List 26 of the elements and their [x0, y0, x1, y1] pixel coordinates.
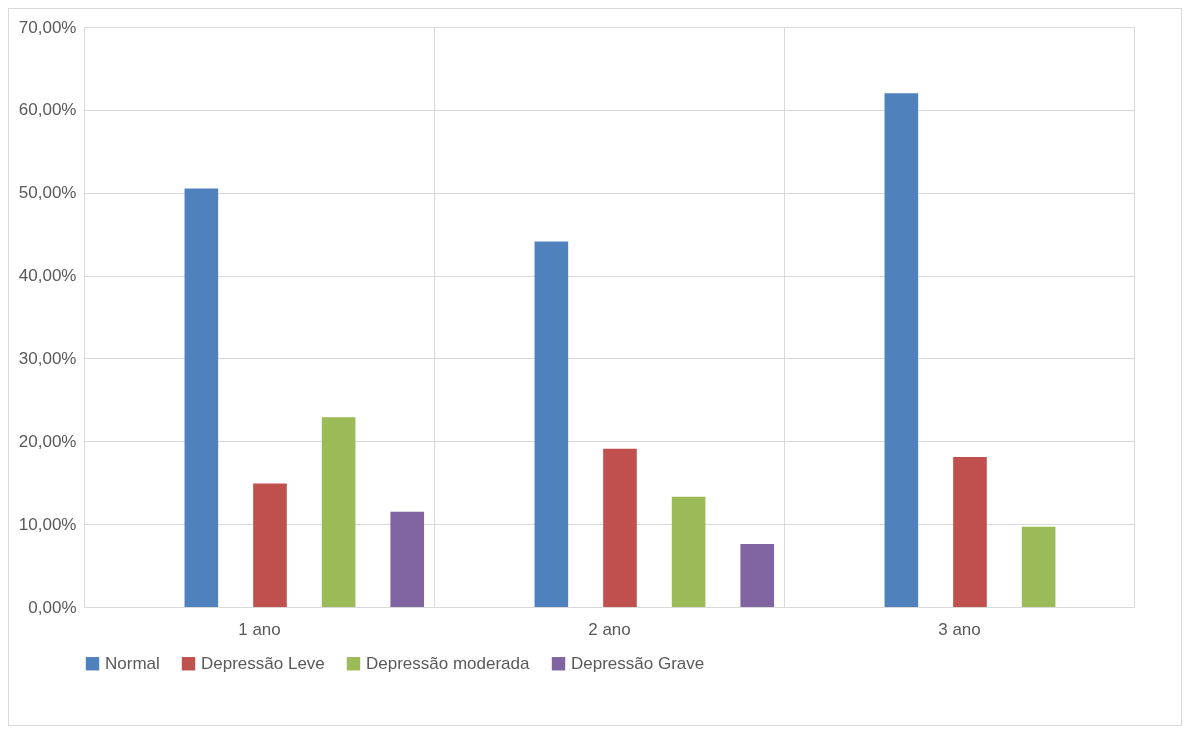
bar: [321, 417, 356, 607]
bar: [740, 544, 775, 607]
y-tick-label: 40,00%: [18, 266, 77, 286]
y-tick-label: 10,00%: [18, 514, 77, 534]
bar: [671, 496, 706, 607]
bar: [184, 188, 219, 607]
legend-label: Depressão moderada: [366, 653, 531, 673]
legend-label: Depressão Leve: [201, 653, 325, 673]
y-tick-label: 0,00%: [28, 597, 77, 617]
bar: [1021, 526, 1056, 607]
x-tick-label: 1 ano: [238, 619, 281, 639]
bar: [253, 483, 287, 607]
bar: [603, 448, 637, 607]
legend-label: Depressão Grave: [571, 653, 705, 673]
bar: [953, 457, 987, 607]
y-tick-label: 60,00%: [18, 100, 77, 120]
legend-label: Normal: [105, 653, 160, 673]
x-tick-label: 3 ano: [938, 619, 981, 639]
y-tick-label: 50,00%: [18, 183, 77, 203]
bar: [884, 93, 919, 607]
y-tick-label: 30,00%: [18, 348, 77, 368]
bar: [534, 241, 569, 607]
bar: [390, 511, 425, 607]
x-tick-label: 2 ano: [588, 619, 631, 639]
y-tick-label: 70,00%: [18, 17, 77, 37]
y-tick-label: 20,00%: [18, 431, 77, 451]
